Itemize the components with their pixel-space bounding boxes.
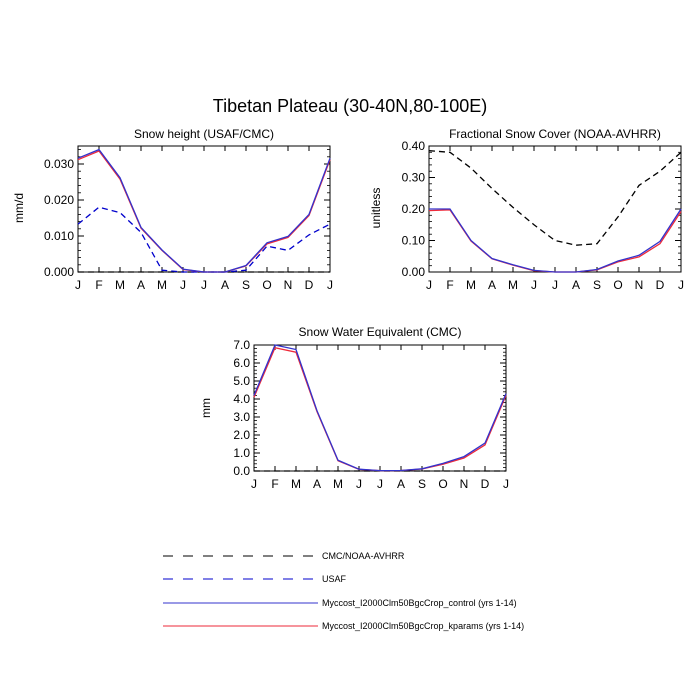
- x-tick-label: M: [508, 278, 518, 292]
- x-tick-label: A: [313, 477, 321, 491]
- series-line-myccost-i2000clm50bgccrop-kparams-yrs-1-14: [428, 209, 682, 273]
- x-tick-label: O: [613, 278, 622, 292]
- x-tick-label: O: [262, 278, 271, 292]
- y-tick-label: 0.00: [402, 265, 426, 279]
- y-tick-label: 0.10: [402, 234, 426, 248]
- x-tick-label: S: [418, 477, 426, 491]
- x-tick-label: J: [356, 477, 362, 491]
- series-line-myccost-i2000clm50bgccrop-kparams-yrs-1-14: [253, 346, 507, 472]
- y-axis-label: mm/d: [12, 193, 26, 223]
- x-tick-label: N: [284, 278, 293, 292]
- x-tick-label: F: [271, 477, 278, 491]
- legend-label: CMC/NOAA-AVHRR: [322, 551, 405, 561]
- panel-title: Snow height (USAF/CMC): [134, 127, 274, 141]
- x-tick-label: A: [572, 278, 580, 292]
- y-tick-label: 0.30: [402, 171, 426, 185]
- x-tick-label: N: [460, 477, 469, 491]
- x-tick-label: O: [438, 477, 447, 491]
- x-tick-label: J: [426, 278, 432, 292]
- x-tick-label: J: [531, 278, 537, 292]
- x-tick-label: J: [180, 278, 186, 292]
- legend-label: Myccost_I2000Clm50BgcCrop_control (yrs 1…: [322, 598, 517, 608]
- series-line-usaf: [77, 206, 331, 273]
- x-tick-label: F: [446, 278, 453, 292]
- fractional-snow-cover-panel: Fractional Snow Cover (NOAA-AVHRR) unitl…: [369, 127, 684, 292]
- x-tick-label: J: [552, 278, 558, 292]
- y-tick-label: 4.0: [233, 392, 250, 406]
- plot-frame: [253, 344, 507, 472]
- plot-frame: [77, 145, 331, 273]
- x-tick-label: M: [466, 278, 476, 292]
- legend-label: USAF: [322, 574, 347, 584]
- y-axis-label: mm: [199, 398, 213, 418]
- x-tick-label: S: [593, 278, 601, 292]
- y-tick-label: 0.030: [44, 157, 74, 171]
- x-tick-label: M: [333, 477, 343, 491]
- y-tick-label: 0.40: [402, 139, 426, 153]
- y-tick-label: 0.0: [233, 464, 250, 478]
- y-tick-label: 0.20: [402, 202, 426, 216]
- y-tick-label: 0.010: [44, 229, 74, 243]
- x-tick-label: A: [221, 278, 229, 292]
- y-axis-label: unitless: [369, 188, 383, 229]
- y-tick-label: 2.0: [233, 428, 250, 442]
- y-tick-label: 0.000: [44, 265, 74, 279]
- x-tick-label: D: [481, 477, 490, 491]
- x-tick-label: F: [95, 278, 102, 292]
- y-tick-label: 6.0: [233, 356, 250, 370]
- x-tick-label: M: [115, 278, 125, 292]
- x-tick-label: D: [656, 278, 665, 292]
- y-tick-label: 7.0: [233, 338, 250, 352]
- x-tick-label: A: [488, 278, 496, 292]
- x-tick-label: A: [137, 278, 145, 292]
- x-tick-label: S: [242, 278, 250, 292]
- x-tick-label: J: [75, 278, 81, 292]
- panel-title: Snow Water Equivalent (CMC): [299, 325, 462, 339]
- x-tick-label: A: [397, 477, 405, 491]
- x-tick-label: J: [327, 278, 333, 292]
- x-tick-label: M: [157, 278, 167, 292]
- x-tick-label: N: [635, 278, 644, 292]
- y-tick-label: 1.0: [233, 446, 250, 460]
- x-tick-label: J: [201, 278, 207, 292]
- x-tick-label: J: [377, 477, 383, 491]
- x-tick-label: J: [678, 278, 684, 292]
- figure-title: Tibetan Plateau (30-40N,80-100E): [213, 96, 488, 116]
- y-tick-label: 5.0: [233, 374, 250, 388]
- series-line-myccost-i2000clm50bgccrop-control-yrs-1-14: [429, 208, 682, 273]
- legend: CMC/NOAA-AVHRR USAF Myccost_I2000Clm50Bg…: [163, 551, 524, 631]
- y-tick-label: 3.0: [233, 410, 250, 424]
- panel-title: Fractional Snow Cover (NOAA-AVHRR): [449, 127, 661, 141]
- series-line-myccost-i2000clm50bgccrop-control-yrs-1-14: [77, 148, 331, 273]
- y-tick-label: 0.020: [44, 193, 74, 207]
- x-tick-label: D: [305, 278, 314, 292]
- x-tick-label: J: [251, 477, 257, 491]
- legend-label: Myccost_I2000Clm50BgcCrop_kparams (yrs 1…: [322, 621, 524, 631]
- x-tick-label: M: [291, 477, 301, 491]
- x-tick-label: J: [503, 477, 509, 491]
- series-line-myccost-i2000clm50bgccrop-control-yrs-1-14: [253, 344, 507, 472]
- series-line-cmc-noaa-avhrr: [428, 150, 682, 246]
